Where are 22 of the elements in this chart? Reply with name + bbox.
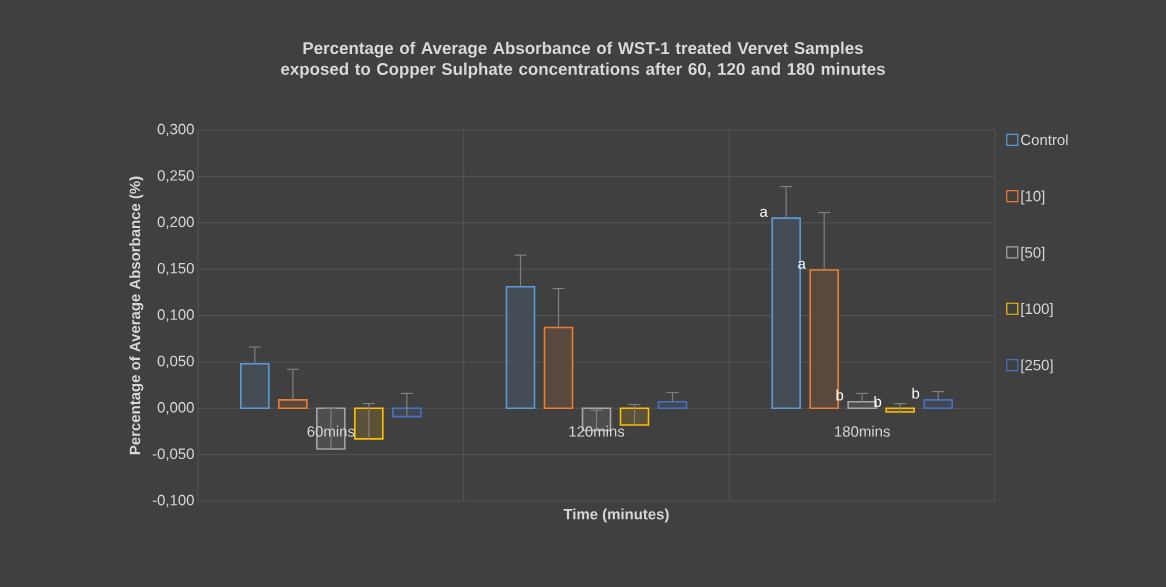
y-tick-label: 0,000 [157,402,194,415]
legend-label: Control [1021,134,1068,146]
annotation: b [912,387,920,399]
y-tick-label: 0,300 [157,123,194,137]
annotation: a [760,208,768,217]
x-tick-label: 120mins [569,425,625,437]
legend-label: [10] [1021,190,1045,205]
legend-label: [250] [1021,359,1053,374]
y-tick-label: -0,100 [152,494,194,508]
legend-label: [50] [1021,246,1045,261]
x-tick-label: 180mins [835,425,890,437]
y-tick-label: 0,100 [157,309,194,322]
y-tick-label: -0,050 [152,448,194,461]
x-axis-title: Time (minutes) [563,508,669,523]
chart-title: Percentage of Average Absorbance of WST-1 treated Vervet Samples exposed to Copper Sulphate concentrations after 60, 120 and 180 minutes [281,41,885,79]
y-tick-label: 0,150 [157,262,194,276]
y-axis-title: Percentage of Average Absorbance (%) [129,176,144,455]
y-tick-label: 0,200 [157,216,194,229]
legend-label: [100] [1021,303,1053,318]
annotation: b [874,396,882,408]
y-tick-label: 0,050 [157,355,194,369]
y-tick-label: 0,250 [157,170,194,183]
